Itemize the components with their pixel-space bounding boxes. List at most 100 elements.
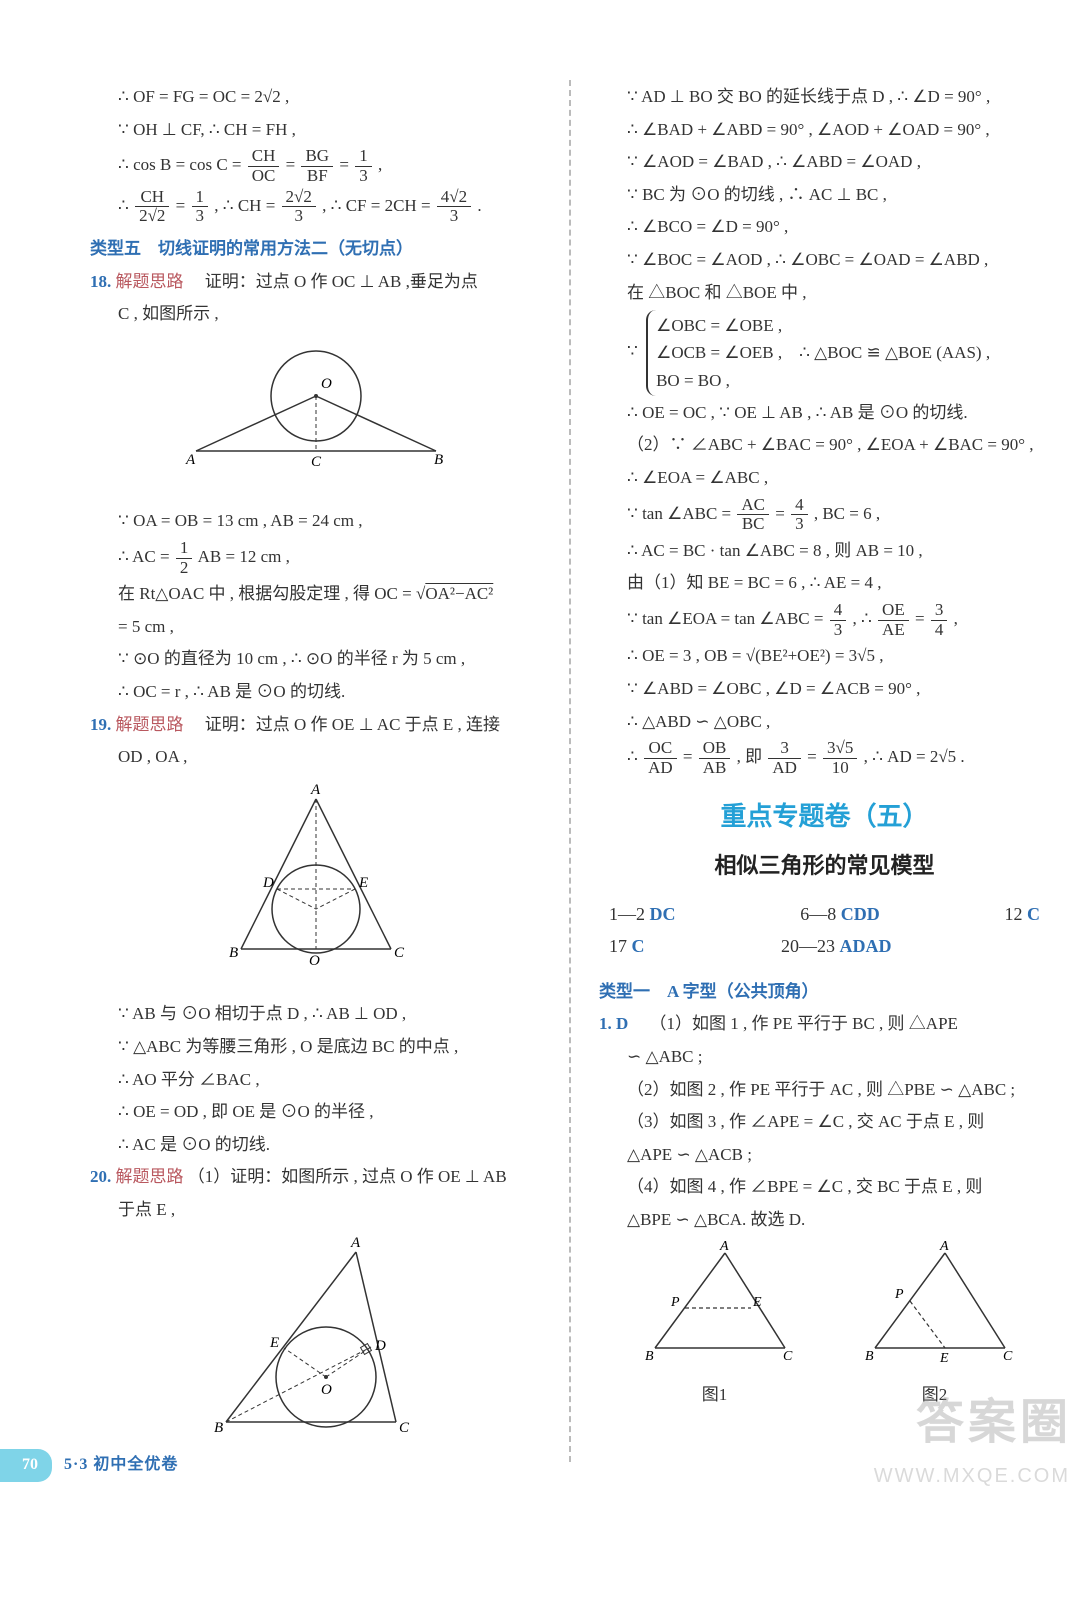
watermark-url: WWW.MXQE.COM: [874, 1458, 1070, 1494]
text: =: [683, 747, 697, 766]
text-line: ∵ BC 为 ⊙O 的切线 , ∴ AC ⊥ BC ,: [599, 180, 1050, 211]
text-line: 由（1）知 BE = BC = 6 , ∴ AE = 4 ,: [599, 568, 1050, 599]
text-line: OD , OA ,: [90, 742, 541, 773]
problem-20: 20. 解题思路 （1）证明：如图所示 , 过点 O 作 OE ⊥ AB: [90, 1162, 541, 1193]
fraction: 3AD: [768, 739, 801, 777]
svg-text:D: D: [262, 875, 274, 891]
svg-text:A: A: [350, 1235, 361, 1251]
solution-label: 解题思路: [116, 1167, 184, 1186]
figure-18: O A B C: [90, 336, 541, 497]
text: =: [915, 609, 929, 628]
text-line: ∴ ∠BAD + ∠ABD = 90° , ∠AOD + ∠OAD = 90° …: [599, 115, 1050, 146]
text-line: ∴ OCAD = OBAB , 即 3AD = 3√510 , ∴ AD = 2…: [599, 739, 1050, 777]
svg-text:O: O: [321, 1382, 332, 1398]
text-line: ∵ tan ∠ABC = ACBC = 43 , BC = 6 ,: [599, 496, 1050, 534]
answer-value: DC: [650, 904, 676, 924]
text-line: ∴ AC = BC · tan ∠ABC = 8 , 则 AB = 10 ,: [599, 536, 1050, 567]
svg-text:C: C: [394, 945, 405, 961]
problem-number: 19.: [90, 715, 111, 734]
fraction: 43: [791, 496, 808, 534]
fraction: OEAE: [878, 601, 909, 639]
text: ∴ cos B = cos C =: [118, 155, 246, 174]
text-line: （2）如图 2 , 作 PE 平行于 AC , 则 △PBE ∽ △ABC ;: [599, 1075, 1050, 1106]
text: （1）如图 1 , 作 PE 平行于 BC , 则 △APE: [650, 1014, 958, 1033]
text: ,: [378, 155, 382, 174]
right-column: ∵ AD ⊥ BO 交 BO 的延长线于点 D , ∴ ∠D = 90° , ∴…: [599, 80, 1050, 1462]
text-line: ∴ △ABD ∽ △OBC ,: [599, 707, 1050, 738]
text-line: ∴ OE = OD , 即 OE 是 ⊙O 的半径 ,: [90, 1097, 541, 1128]
answers-row: 1—2 DC 6—8 CDD 12 C: [599, 898, 1050, 930]
text-line: ∴ OC = r , ∴ AB 是 ⊙O 的切线.: [90, 677, 541, 708]
text-line: ∴ ∠EOA = ∠ABC ,: [599, 463, 1050, 494]
sqrt-content: OA²−AC²: [425, 584, 493, 603]
text: 在 Rt△OAC 中 , 根据勾股定理 , 得 OC =: [118, 584, 416, 603]
answer-value: C: [632, 936, 645, 956]
answer-value: C: [1027, 904, 1040, 924]
svg-text:E: E: [269, 1335, 279, 1351]
svg-text:O: O: [309, 953, 320, 969]
section-subtitle: 相似三角形的常见模型: [599, 846, 1050, 886]
answer-value: ADAD: [840, 936, 892, 956]
text-line: = 5 cm ,: [90, 612, 541, 643]
answer-range: 17: [609, 936, 627, 956]
text: , ∴ CF = 2CH =: [322, 196, 435, 215]
answer-range: 12: [1005, 904, 1023, 924]
fraction: 2√23: [282, 188, 316, 226]
text-line: ∵ AB 与 ⊙O 相切于点 D , ∴ AB ⊥ OD ,: [90, 999, 541, 1030]
fraction: CH2√2: [135, 188, 169, 226]
figure-row: A B C P E 图1 A B C P E: [599, 1238, 1050, 1411]
svg-text:C: C: [399, 1420, 410, 1436]
text-line: ∵ OA = OB = 13 cm , AB = 24 cm ,: [90, 506, 541, 537]
svg-text:A: A: [185, 452, 196, 468]
figure-1: A B C P E 图1: [635, 1238, 795, 1411]
svg-text:A: A: [310, 782, 321, 798]
text: ∴ AC =: [118, 547, 174, 566]
svg-text:E: E: [752, 1295, 762, 1310]
text-line: ∵ ∠BOC = ∠AOD , ∴ ∠OBC = ∠OAD = ∠ABD ,: [599, 245, 1050, 276]
text-line: 于点 E ,: [90, 1195, 541, 1226]
svg-text:A: A: [939, 1239, 949, 1254]
text: （1）证明：如图所示 , 过点 O 作 OE ⊥ AB: [188, 1167, 507, 1186]
text: , 即: [737, 747, 767, 766]
text-line: △BPE ∽ △BCA. 故选 D.: [599, 1205, 1050, 1236]
text-line: ∴ cos B = cos C = CHOC = BGBF = 13 ,: [90, 147, 541, 185]
svg-text:P: P: [670, 1295, 680, 1310]
solution-label: 解题思路: [116, 272, 184, 291]
text-line: △APE ∽ △ACB ;: [599, 1140, 1050, 1171]
series-title: 5·3 初中全优卷: [64, 1451, 178, 1480]
text: , BC = 6 ,: [814, 504, 880, 523]
fraction: 13: [192, 188, 209, 226]
answer-range: 20—23: [781, 936, 835, 956]
text: AB = 12 cm ,: [198, 547, 290, 566]
page-columns: ∴ OF = FG = OC = 2√2 , ∵ OH ⊥ CF, ∴ CH =…: [90, 80, 1050, 1462]
brace-line: ∠OCB = ∠OEB , ∴ △BOC ≌ △BOE (AAS) ,: [656, 339, 990, 366]
svg-text:B: B: [645, 1349, 654, 1364]
svg-text:C: C: [311, 454, 322, 470]
brace-line: ∠OBC = ∠OBE ,: [656, 312, 990, 339]
svg-text:B: B: [214, 1420, 223, 1436]
brace-line: BO = BO ,: [656, 367, 990, 394]
text: =: [775, 504, 789, 523]
answer-range: 1—2: [609, 904, 645, 924]
svg-text:A: A: [719, 1239, 729, 1254]
section-title: 重点专题卷（五）: [599, 794, 1050, 841]
text-line: ∵ AD ⊥ BO 交 BO 的延长线于点 D , ∴ ∠D = 90° ,: [599, 82, 1050, 113]
solution-label: 解题思路: [116, 715, 184, 734]
problem-number: 1.: [599, 1014, 612, 1033]
text-line: ∵ tan ∠EOA = tan ∠ABC = 43 , ∴ OEAE = 34…: [599, 601, 1050, 639]
svg-text:C: C: [1003, 1349, 1013, 1364]
answer-range: 6—8: [800, 904, 836, 924]
text-line: ∵ △ABC 为等腰三角形 , O 是底边 BC 的中点 ,: [90, 1032, 541, 1063]
text: ∴: [627, 747, 642, 766]
text: ,: [954, 609, 958, 628]
figure-20: A B C D E O: [90, 1232, 541, 1453]
fraction: CHOC: [248, 147, 280, 185]
fraction: 3√510: [823, 739, 857, 777]
figure-caption: 图1: [635, 1380, 795, 1411]
text-line: ∴ CH2√2 = 13 , ∴ CH = 2√23 , ∴ CF = 2CH …: [90, 188, 541, 226]
text: , ∴ AD = 2√5 .: [864, 747, 965, 766]
text-line: C , 如图所示 ,: [90, 299, 541, 330]
text-line: （3）如图 3 , 作 ∠APE = ∠C , 交 AC 于点 E , 则: [599, 1107, 1050, 1138]
svg-text:E: E: [939, 1351, 949, 1366]
figure-2: A B C P E 图2: [855, 1238, 1015, 1411]
